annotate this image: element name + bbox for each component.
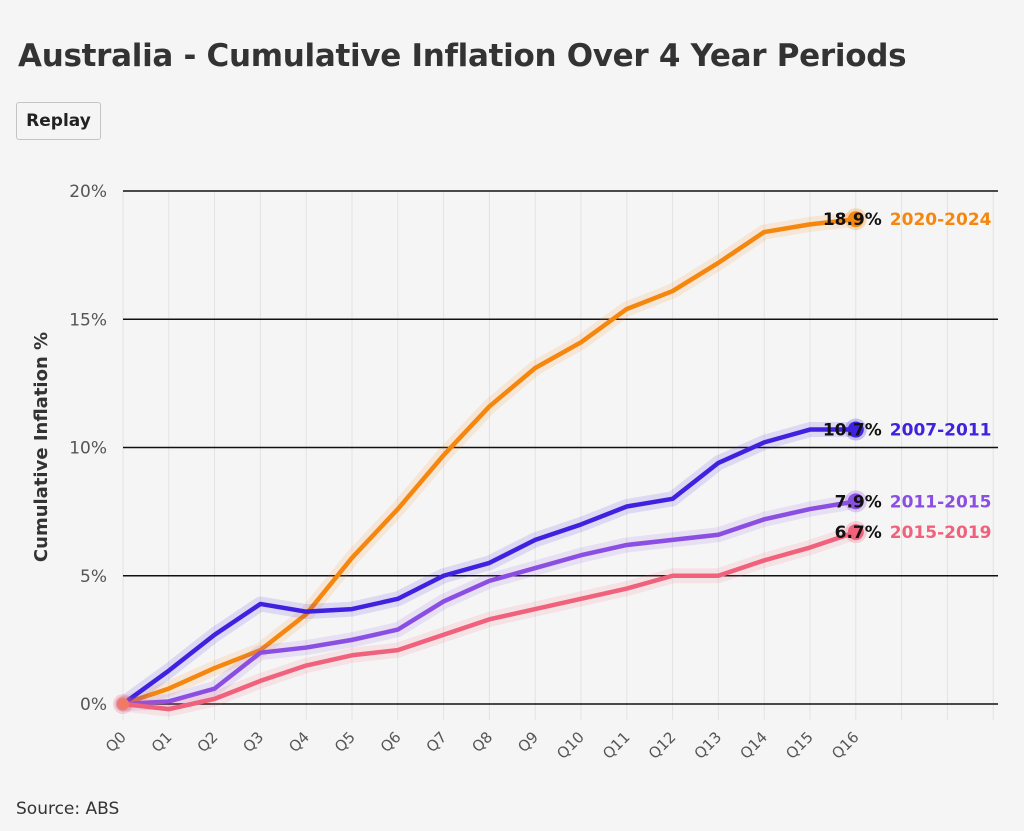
series-name-label: 2011-2015 — [890, 492, 992, 512]
end-value-label: 7.9% — [835, 492, 882, 512]
series-2007-2011 — [115, 422, 864, 712]
end-point — [847, 421, 864, 438]
x-tick-label: Q0 — [102, 728, 130, 756]
series-name-label: 2007-2011 — [890, 421, 992, 441]
y-tick-label: 15% — [69, 310, 107, 330]
source-note: Source: ABS — [16, 799, 120, 819]
x-tick-label: Q5 — [331, 728, 359, 756]
series-2011-2015 — [115, 493, 864, 712]
x-tick-label: Q4 — [285, 728, 313, 756]
series-name-label: 2020-2024 — [890, 210, 992, 230]
x-tick-label: Q6 — [377, 728, 405, 756]
end-value-label: 6.7% — [835, 523, 882, 543]
x-tick-label: Q16 — [828, 728, 863, 763]
x-tick-label: Q14 — [736, 728, 771, 763]
series-2020-2024 — [115, 211, 864, 712]
x-tick-label: Q12 — [645, 728, 680, 763]
x-tick-label: Q13 — [691, 728, 726, 763]
end-point — [847, 524, 864, 541]
end-point — [847, 493, 864, 510]
end-value-label: 18.9% — [823, 210, 882, 230]
replay-button[interactable]: Replay — [16, 102, 101, 140]
chart-title: Australia - Cumulative Inflation Over 4 … — [18, 38, 907, 74]
start-point — [117, 698, 129, 710]
x-tick-label: Q3 — [239, 728, 267, 756]
y-tick-label: 5% — [80, 567, 107, 587]
series-line — [120, 529, 859, 712]
y-axis-title: Cumulative Inflation % — [31, 332, 52, 562]
end-point — [847, 211, 864, 228]
x-tick-label: Q7 — [423, 728, 451, 756]
x-tick-label: Q9 — [514, 728, 542, 756]
x-tick-label: Q2 — [194, 728, 222, 756]
series-line — [120, 427, 859, 707]
x-tick-label: Q15 — [782, 728, 817, 763]
y-tick-label: 20% — [69, 182, 107, 202]
x-tick-label: Q1 — [148, 728, 176, 756]
y-tick-label: 10% — [69, 439, 107, 459]
y-tick-label: 0% — [80, 695, 107, 715]
series-line — [120, 216, 859, 707]
series-2015-2019 — [115, 524, 864, 717]
end-value-label: 10.7% — [823, 421, 882, 441]
x-tick-label: Q10 — [553, 728, 588, 763]
x-tick-label: Q11 — [599, 728, 634, 763]
x-tick-label: Q8 — [468, 728, 496, 756]
series-name-label: 2015-2019 — [890, 523, 992, 543]
series-line — [120, 499, 859, 707]
